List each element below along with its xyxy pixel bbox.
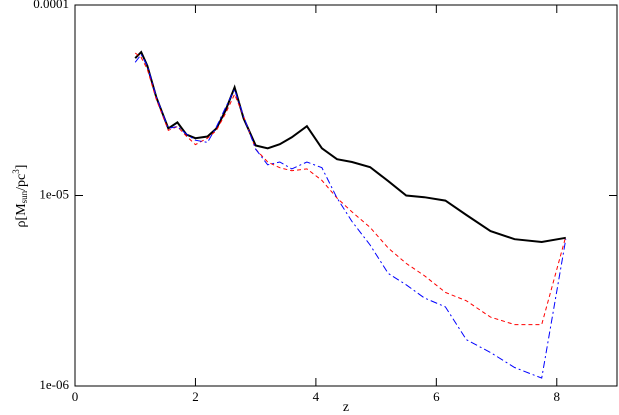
x-tick-label: 8 <box>554 389 561 404</box>
x-tick-label: 4 <box>313 389 320 404</box>
x-tick-label: 2 <box>192 389 199 404</box>
y-title-part: /pc <box>14 174 29 191</box>
plot-frame <box>74 4 618 387</box>
x-axis-title: z <box>343 400 349 415</box>
series-line <box>134 53 567 379</box>
y-title-part: ] <box>14 165 29 170</box>
series-line <box>134 52 567 326</box>
y-tick-label: 1e-06 <box>39 377 69 392</box>
y-title-part: ρ[M <box>14 203 29 228</box>
series-line <box>134 50 566 244</box>
x-tick-label: 6 <box>433 389 440 404</box>
y-axis-title: ρ[Msun/pc3] <box>11 165 29 228</box>
y-tick-label: 0.0001 <box>33 0 69 11</box>
y-title-sub: sun <box>19 190 29 203</box>
y-title-sup: 3 <box>11 169 21 174</box>
y-tick-label: 1e-05 <box>39 186 69 201</box>
x-tick-label: 0 <box>72 389 79 404</box>
